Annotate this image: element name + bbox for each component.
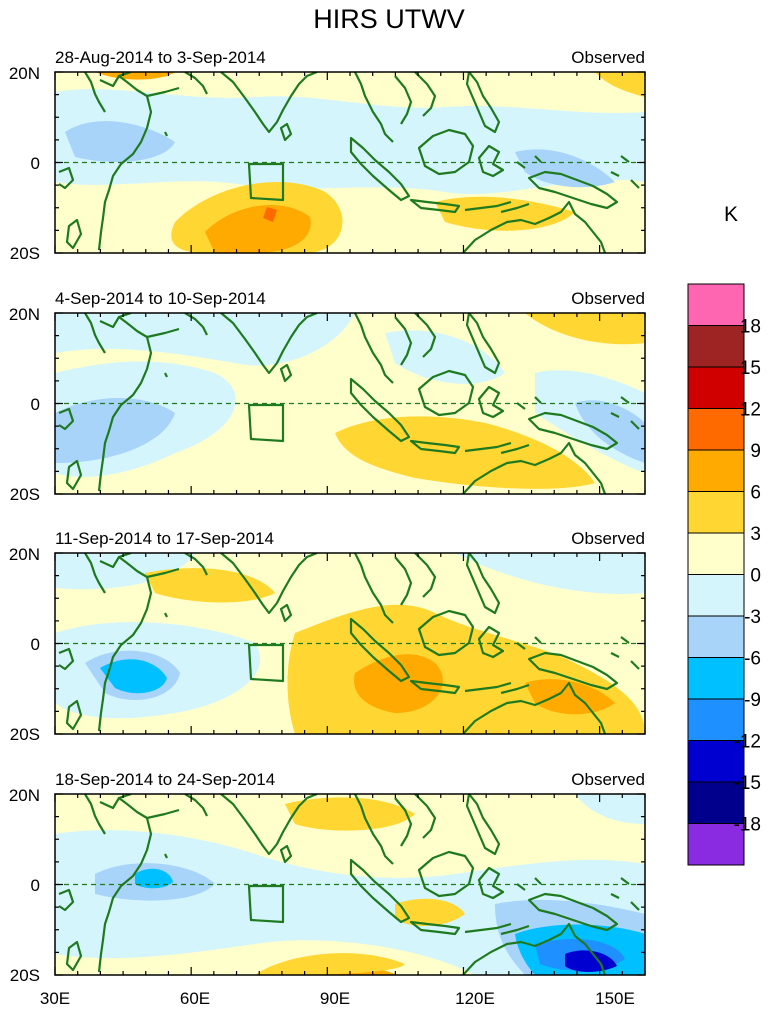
- colorbar-label: -6: [744, 649, 761, 670]
- colorbar-swatch: [687, 408, 745, 451]
- lat-label: 20N: [9, 64, 40, 83]
- colorbar-label: 12: [740, 400, 761, 421]
- figure-title: HIRS UTWV: [313, 4, 465, 34]
- colorbar-label: 18: [740, 317, 761, 338]
- colorbar-swatch: [687, 698, 745, 741]
- lon-label: 150E: [595, 989, 635, 1008]
- colorbar-label: 15: [740, 358, 761, 379]
- colorbar-label: 3: [750, 524, 761, 545]
- panel-observed-label: Observed: [571, 48, 645, 67]
- lat-label: 0: [31, 395, 40, 414]
- lat-label: 0: [31, 876, 40, 895]
- panel-observed-label: Observed: [571, 529, 645, 548]
- lat-label: 0: [31, 635, 40, 654]
- colorbar-label: 0: [750, 566, 761, 587]
- lat-label: 20N: [9, 786, 40, 805]
- colorbar-swatch: [687, 325, 745, 368]
- lat-label: 20S: [10, 966, 40, 985]
- colorbar-label: 6: [750, 483, 761, 504]
- colorbar-unit-label: K: [724, 203, 738, 226]
- lat-label: 20N: [9, 545, 40, 564]
- lat-label: 20S: [10, 485, 40, 504]
- colorbar-swatch: [687, 657, 745, 700]
- lon-labels: 30E 60E 90E 120E 150E: [40, 989, 635, 1008]
- colorbar-swatch: [687, 449, 745, 492]
- colorbar-label: -18: [734, 815, 761, 836]
- colorbar-label: -9: [744, 690, 761, 711]
- panel-date-range: 28-Aug-2014 to 3-Sep-2014: [55, 48, 266, 67]
- map-panel-4: 18-Sep-2014 to 24-Sep-2014 Observed: [54, 770, 646, 976]
- map-panel-2: 4-Sep-2014 to 10-Sep-2014 Observed: [54, 289, 646, 495]
- panel-ticks: [54, 71, 646, 254]
- colorbar-label: -12: [734, 732, 761, 753]
- colorbar-label: -3: [744, 607, 761, 628]
- lon-label: 120E: [455, 989, 495, 1008]
- panel-ticks: [54, 312, 646, 495]
- lat-label: 20S: [10, 725, 40, 744]
- panel-date-range: 4-Sep-2014 to 10-Sep-2014: [55, 289, 266, 308]
- colorbar-label: -15: [734, 773, 761, 794]
- lon-label: 60E: [180, 989, 210, 1008]
- lat-labels: 20N 0 20S 20N 0 20S 20N 0 20S 20N 0 20S: [9, 64, 40, 985]
- panel-ticks: [54, 552, 646, 735]
- panel-date-range: 18-Sep-2014 to 24-Sep-2014: [55, 770, 275, 789]
- lon-label: 90E: [320, 989, 350, 1008]
- colorbar-label: 9: [750, 441, 761, 462]
- colorbar-swatch: [687, 532, 745, 575]
- colorbar-swatch: [687, 283, 745, 326]
- panel-ticks: [54, 793, 646, 976]
- panel-date-range: 11-Sep-2014 to 17-Sep-2014: [55, 529, 274, 548]
- colorbar-swatch: [687, 366, 745, 409]
- lat-label: 20N: [9, 305, 40, 324]
- colorbar-swatch: [687, 823, 745, 866]
- colorbar-swatch: [687, 574, 745, 617]
- colorbar: 18 15 12 9 6 3 0 -3 -6 -9 -12 -15 -18: [687, 283, 761, 866]
- panel-observed-label: Observed: [571, 770, 645, 789]
- lat-label: 20S: [10, 244, 40, 263]
- map-panel-1: 28-Aug-2014 to 3-Sep-2014 Observed: [54, 48, 646, 254]
- colorbar-swatch: [687, 491, 745, 534]
- panel-observed-label: Observed: [571, 289, 645, 308]
- lon-label: 30E: [40, 989, 70, 1008]
- colorbar-swatch: [687, 615, 745, 658]
- colorbar-swatch: [687, 740, 745, 783]
- lat-label: 0: [31, 154, 40, 173]
- map-panel-3: 11-Sep-2014 to 17-Sep-2014 Observed: [54, 529, 646, 735]
